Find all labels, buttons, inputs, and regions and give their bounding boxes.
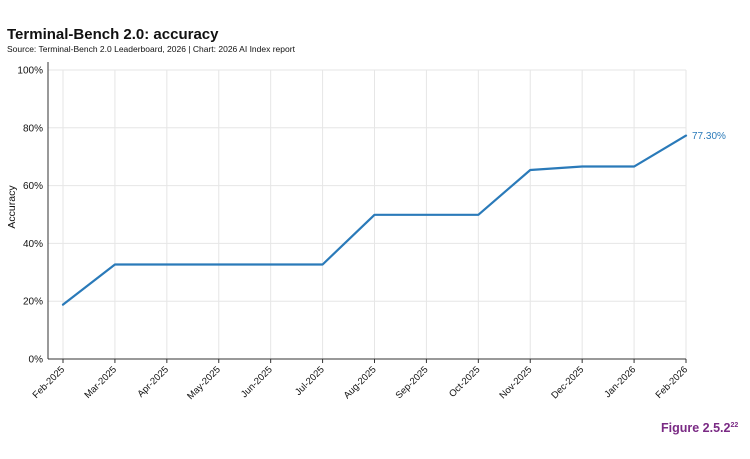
- y-tick-label: 100%: [17, 66, 43, 77]
- x-tick-label: May-2025: [185, 364, 223, 402]
- figure-number: Figure 2.5.2: [661, 421, 731, 435]
- x-tick-label: Feb-2025: [31, 364, 68, 401]
- y-tick-label: 80%: [23, 123, 43, 134]
- y-tick-label: 0%: [29, 355, 44, 366]
- end-value-label: 77.30%: [692, 131, 726, 142]
- y-tick-label: 40%: [23, 239, 43, 250]
- figure-footnote: 22: [730, 421, 739, 429]
- x-tick-label: Nov-2025: [497, 364, 534, 401]
- x-tick-label: Sep-2025: [394, 364, 431, 401]
- x-tick-label: Jul-2025: [293, 364, 327, 398]
- figure-label: Figure 2.5.222: [661, 421, 738, 435]
- y-axis-title: Accuracy: [6, 185, 18, 229]
- x-tick-label: Apr-2025: [136, 364, 171, 399]
- x-tick-label: Jan-2026: [602, 364, 638, 400]
- gridlines: [48, 69, 687, 359]
- chart-source: Source: Terminal-Bench 2.0 Leaderboard, …: [7, 44, 295, 54]
- x-tick-label: Oct-2025: [447, 364, 482, 399]
- x-tick-label: Aug-2025: [342, 364, 379, 401]
- x-tick-label: Jun-2025: [239, 364, 275, 400]
- x-tick-label: Feb-2026: [654, 364, 691, 401]
- x-tick-label: Mar-2025: [83, 364, 120, 401]
- x-tick-label: Dec-2025: [549, 364, 586, 401]
- y-tick-label: 60%: [23, 181, 43, 192]
- series: [61, 134, 688, 306]
- x-tick-labels: Feb-2025 Mar-2025 Apr-2025 May-2025 Jun-2025…: [31, 364, 691, 402]
- y-tick-label: 20%: [23, 297, 43, 308]
- axes: [47, 62, 687, 363]
- chart-title: Terminal-Bench 2.0: accuracy: [7, 26, 219, 43]
- y-tick-labels: 0% 20% 40% 60% 80% 100%: [17, 66, 43, 366]
